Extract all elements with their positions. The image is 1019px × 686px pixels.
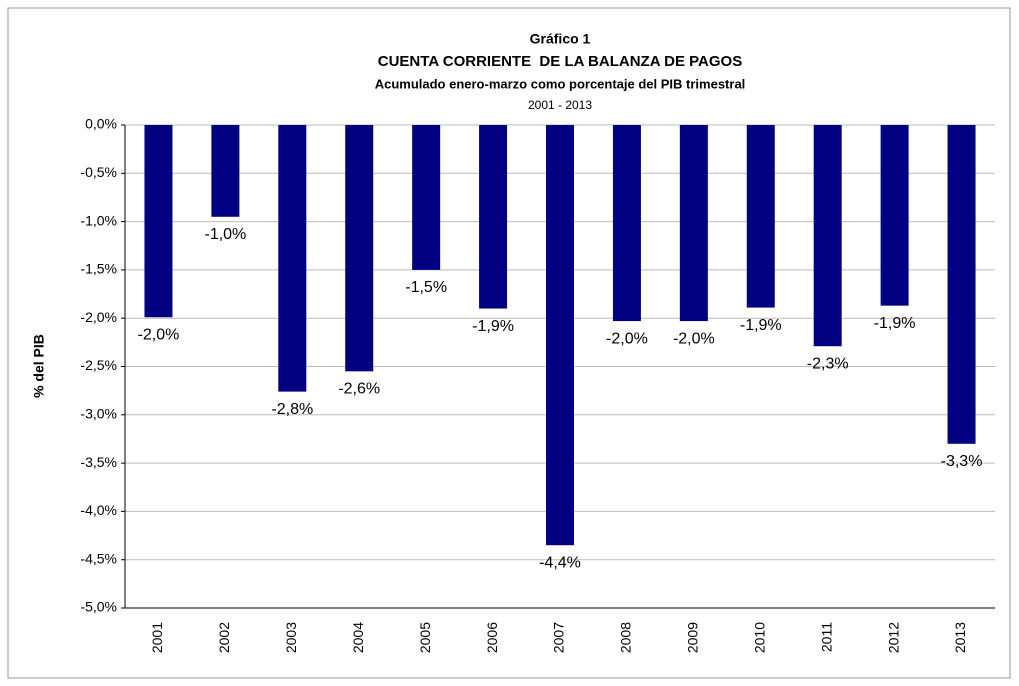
x-tick-label: 2010 xyxy=(751,622,767,653)
x-tick-label: 2005 xyxy=(417,622,433,653)
y-tick-label: -1,5% xyxy=(80,261,117,277)
y-tick-label: -0,5% xyxy=(80,164,117,180)
bar xyxy=(546,125,574,546)
y-tick-label: -3,0% xyxy=(80,406,117,422)
value-label: -2,3% xyxy=(807,355,849,372)
x-tick-label: 2011 xyxy=(818,622,834,652)
y-tick-label: -4,5% xyxy=(80,550,117,566)
bar xyxy=(345,125,374,372)
value-label: -4,4% xyxy=(539,554,581,571)
y-tick-label: -2,5% xyxy=(80,357,117,373)
bar xyxy=(612,125,641,322)
y-tick-label: -2,0% xyxy=(80,309,117,325)
chart-frame xyxy=(7,7,1011,679)
value-label: -1,5% xyxy=(405,279,447,296)
value-label: -1,9% xyxy=(874,315,916,332)
y-axis-label: % del PIB xyxy=(31,334,47,398)
y-tick-label: -5,0% xyxy=(80,599,117,615)
y-tick-label: -1,0% xyxy=(80,212,117,228)
chart-description: Acumulado enero-marzo como porcentaje de… xyxy=(375,76,746,91)
value-label: -2,8% xyxy=(271,401,313,418)
value-label: -1,0% xyxy=(204,226,246,243)
value-label: -3,3% xyxy=(941,453,983,470)
bar xyxy=(479,125,508,309)
value-label: -2,0% xyxy=(673,330,715,347)
y-tick-label: -4,0% xyxy=(80,502,117,518)
chart-subtitle: CUENTA CORRIENTE DE LA BALANZA DE PAGOS xyxy=(378,53,742,70)
value-label: -2,0% xyxy=(138,326,180,343)
x-tick-label: 2008 xyxy=(618,622,634,653)
bar xyxy=(813,125,842,347)
bar xyxy=(679,125,708,322)
x-tick-label: 2009 xyxy=(685,622,701,653)
x-tick-label: 2002 xyxy=(216,622,232,653)
bar xyxy=(947,125,976,444)
x-tick-label: 2004 xyxy=(350,622,366,653)
value-label: -1,9% xyxy=(740,317,782,334)
bar xyxy=(211,125,240,217)
value-label: -1,9% xyxy=(472,318,514,335)
x-tick-label: 2007 xyxy=(551,622,567,653)
x-tick-label: 2012 xyxy=(885,622,901,653)
bar xyxy=(880,125,909,306)
chart-title: Gráfico 1 xyxy=(530,31,591,47)
y-tick-label: 0,0% xyxy=(85,116,117,132)
y-tick-label: -3,5% xyxy=(80,454,117,470)
chart-period: 2001 - 2013 xyxy=(528,98,592,112)
x-tick-label: 2006 xyxy=(484,622,500,653)
value-label: -2,6% xyxy=(338,381,380,398)
x-tick-label: 2001 xyxy=(149,622,165,653)
bar xyxy=(278,125,307,392)
bar xyxy=(144,125,173,318)
x-tick-label: 2013 xyxy=(952,622,968,653)
bar xyxy=(412,125,441,270)
value-label: -2,0% xyxy=(606,330,648,347)
bar xyxy=(746,125,775,308)
x-tick-label: 2003 xyxy=(283,622,299,653)
